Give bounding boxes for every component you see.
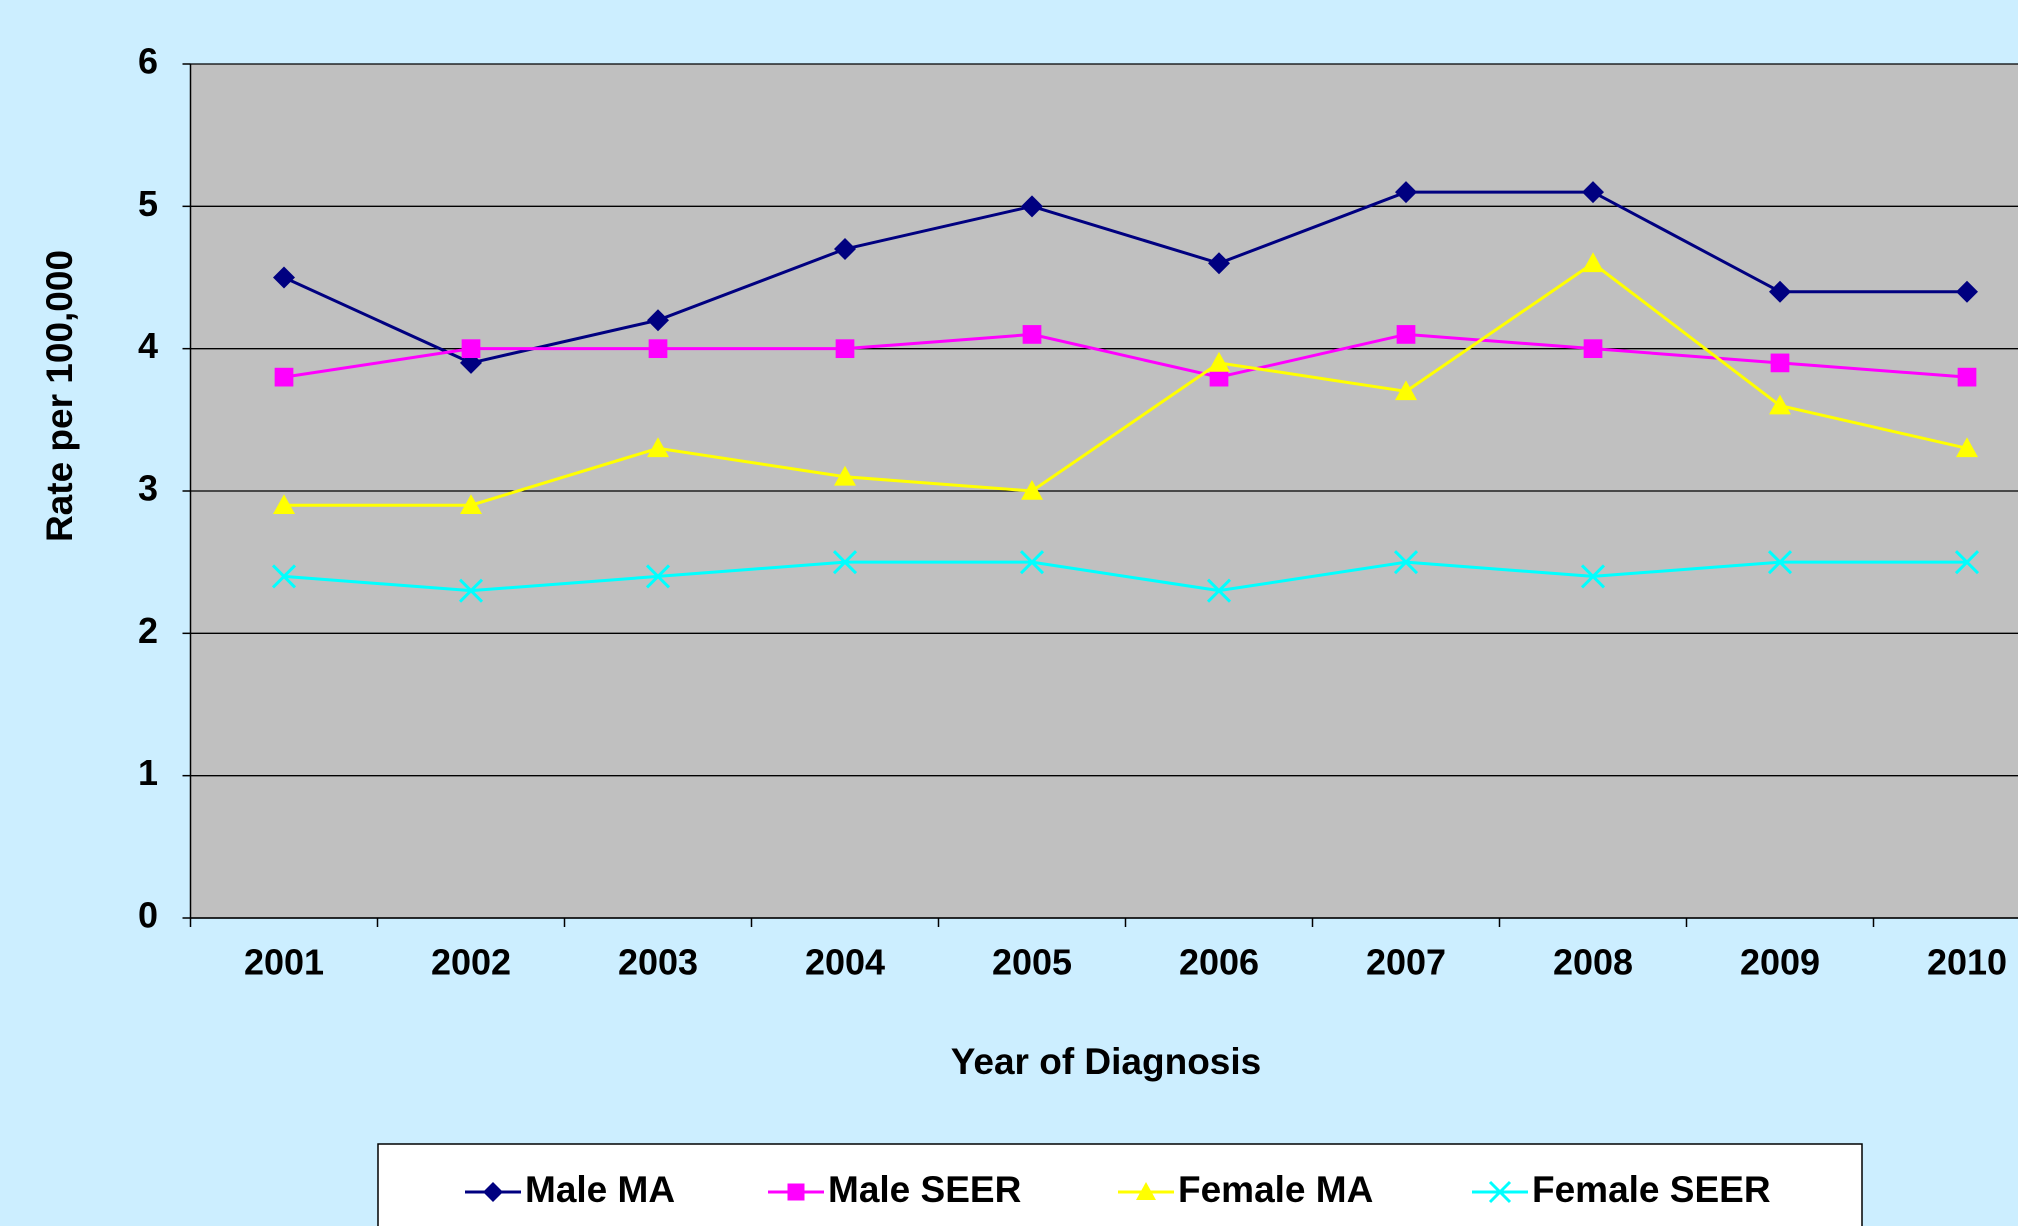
- marker: [787, 1183, 805, 1201]
- marker: [832, 550, 858, 575]
- marker: [274, 367, 294, 387]
- marker: [1136, 1182, 1156, 1200]
- marker: [1208, 351, 1230, 372]
- marker: [1580, 564, 1606, 589]
- x-tick-label: 2010: [1927, 942, 2007, 983]
- marker: [1582, 252, 1604, 273]
- marker: [835, 339, 855, 359]
- y-tick-label: 2: [138, 610, 158, 651]
- x-tick-label: 2003: [618, 942, 698, 983]
- legend-box: [377, 1143, 1863, 1226]
- marker: [1393, 550, 1419, 575]
- marker: [1488, 1180, 1512, 1204]
- marker: [1954, 550, 1980, 575]
- marker: [1769, 280, 1791, 303]
- marker: [273, 266, 295, 289]
- x-tick-label: 2002: [431, 942, 511, 983]
- marker: [1019, 550, 1045, 575]
- x-tick-label: 2004: [805, 942, 885, 983]
- marker: [1583, 339, 1603, 359]
- marker: [1208, 252, 1230, 275]
- marker: [461, 339, 481, 359]
- marker: [647, 309, 669, 332]
- marker: [1022, 325, 1042, 344]
- marker: [834, 238, 856, 261]
- marker: [1582, 181, 1604, 204]
- y-tick-label: 1: [138, 752, 158, 793]
- marker: [1395, 181, 1417, 204]
- x-tick-label: 2008: [1553, 942, 1633, 983]
- marker: [1956, 437, 1978, 458]
- marker: [1396, 325, 1416, 344]
- legend-label: Male SEER: [828, 1169, 1021, 1210]
- marker: [1395, 380, 1417, 401]
- marker: [271, 564, 297, 589]
- marker: [647, 437, 669, 458]
- marker: [273, 494, 295, 515]
- marker: [460, 494, 482, 515]
- marker: [648, 339, 668, 359]
- marker: [483, 1182, 503, 1202]
- x-tick-label: 2001: [244, 942, 324, 983]
- legend-label: Male MA: [525, 1169, 675, 1210]
- y-tick-label: 3: [138, 468, 158, 509]
- series-line: [283, 190, 1967, 365]
- marker: [1769, 394, 1791, 415]
- marker: [1956, 280, 1978, 303]
- marker: [645, 564, 671, 589]
- series-line: [283, 332, 1968, 379]
- series-line: [283, 560, 1967, 593]
- y-tick-label: 0: [138, 895, 158, 936]
- marker: [1021, 195, 1043, 218]
- marker: [1021, 480, 1043, 500]
- legend-label: Female MA: [1178, 1169, 1373, 1210]
- marker: [834, 465, 856, 486]
- marker: [1770, 353, 1790, 373]
- marker: [1767, 550, 1793, 575]
- series-line: [284, 261, 1968, 507]
- y-tick-label: 6: [138, 41, 158, 82]
- marker: [1209, 367, 1229, 387]
- x-tick-label: 2006: [1179, 942, 1259, 983]
- y-tick-label: 4: [138, 325, 158, 366]
- x-axis-title: Year of Diagnosis: [951, 1041, 1262, 1082]
- y-tick-label: 5: [138, 183, 158, 224]
- x-tick-label: 2009: [1740, 942, 1820, 983]
- marker: [458, 578, 484, 603]
- marker: [1957, 367, 1977, 387]
- marker: [1206, 578, 1232, 603]
- legend-label: Female SEER: [1532, 1169, 1771, 1210]
- y-axis-title: Rate per 100,000: [39, 250, 80, 542]
- x-tick-label: 2005: [992, 942, 1072, 983]
- x-tick-label: 2007: [1366, 942, 1446, 983]
